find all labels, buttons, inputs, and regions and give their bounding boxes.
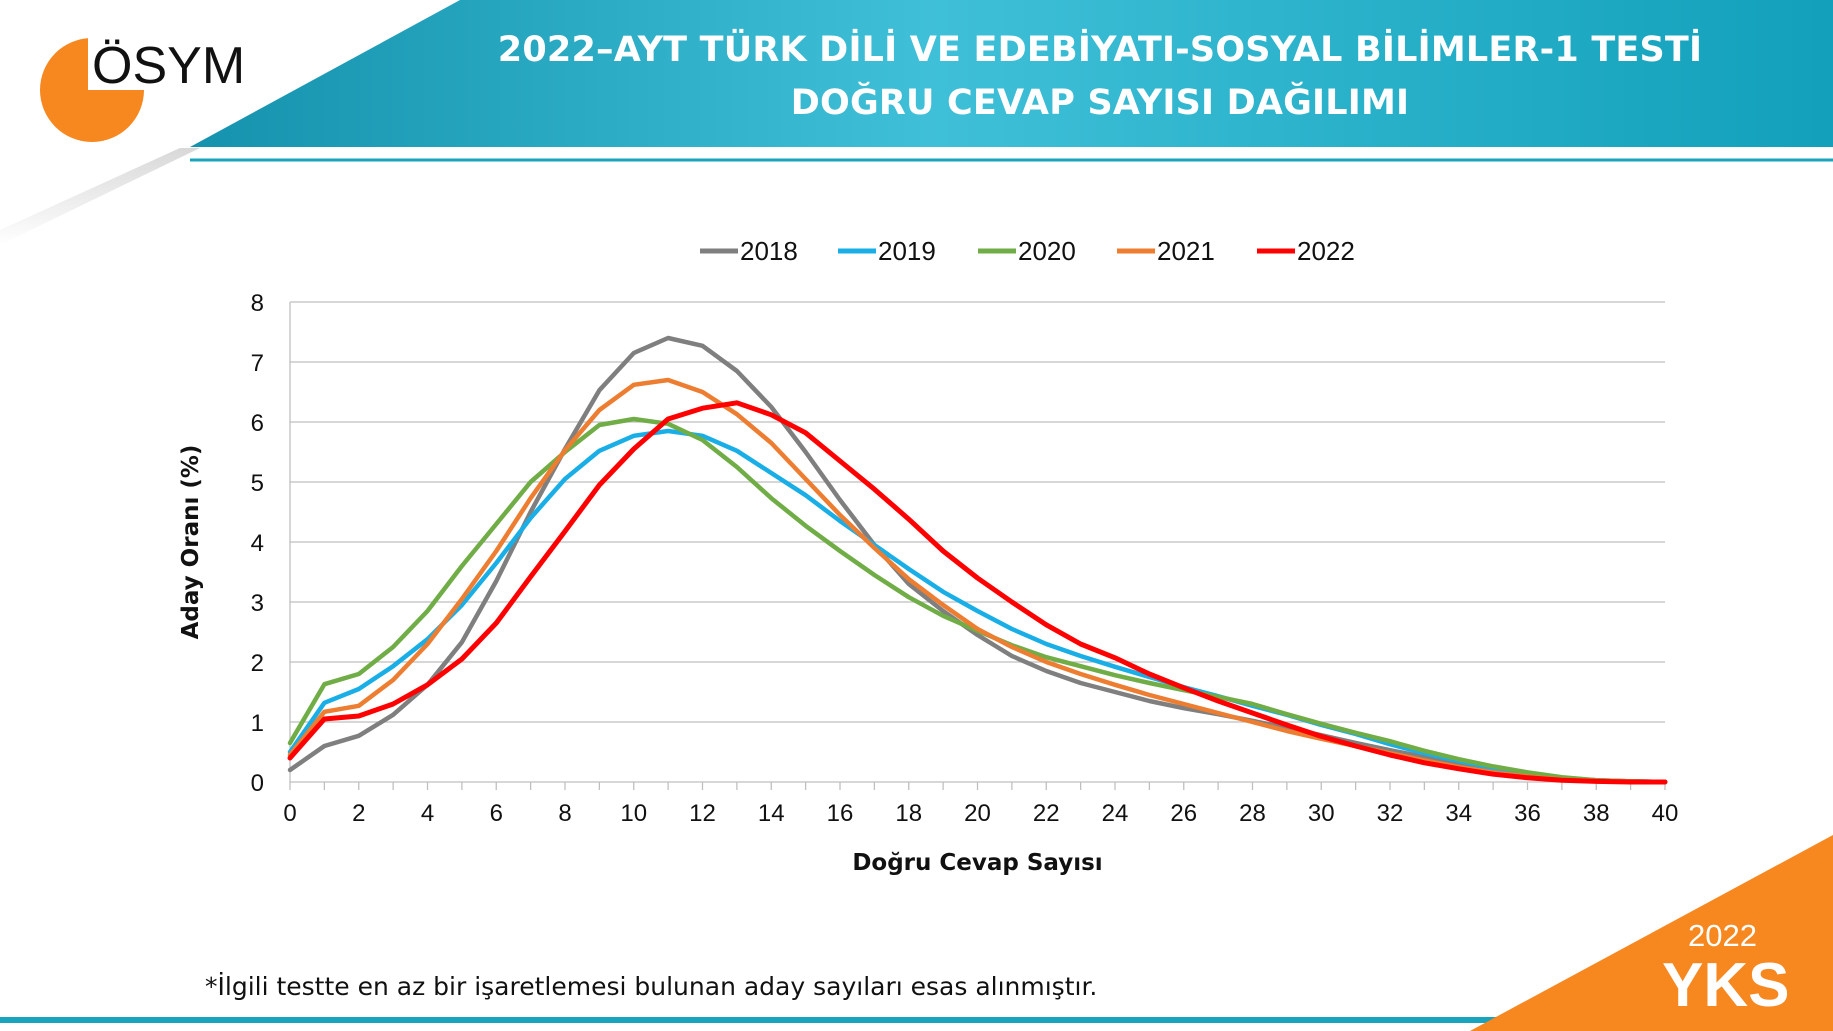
x-tick-label: 30 xyxy=(1308,800,1335,827)
x-tick-label: 34 xyxy=(1445,800,1472,827)
x-tick-label: 2 xyxy=(352,800,365,827)
yks-year: 2022 xyxy=(1688,918,1757,953)
y-tick-label: 0 xyxy=(251,770,264,797)
x-axis-title: Doğru Cevap Sayısı xyxy=(852,850,1102,876)
yks-corner xyxy=(1470,835,1833,1031)
y-axis-title: Aday Oranı (%) xyxy=(178,445,204,640)
series-line-2019 xyxy=(287,428,1668,785)
x-tick-label: 4 xyxy=(421,800,434,827)
logo-text: ÖSYM xyxy=(92,37,246,95)
x-tick-label: 38 xyxy=(1583,800,1610,827)
x-tick-label: 8 xyxy=(558,800,571,827)
y-tick-label: 4 xyxy=(251,530,264,557)
legend-label-2018: 2018 xyxy=(740,236,798,266)
y-tick-label: 3 xyxy=(251,590,264,617)
legend-label-2021: 2021 xyxy=(1157,236,1215,266)
x-tick-label: 32 xyxy=(1377,800,1404,827)
y-tick-label: 7 xyxy=(251,350,264,377)
page-title-line1: 2022–AYT TÜRK DİLİ VE EDEBİYATI-SOSYAL B… xyxy=(497,30,1703,70)
x-tick-label: 12 xyxy=(689,800,716,827)
footnote: *İlgili testte en az bir işaretlemesi bu… xyxy=(205,972,1098,1001)
x-tick-label: 0 xyxy=(283,800,296,827)
x-tick-label: 24 xyxy=(1102,800,1129,827)
x-tick-label: 22 xyxy=(1033,800,1060,827)
logo-notch xyxy=(88,38,148,90)
header-shadow xyxy=(0,148,200,245)
legend-label-2020: 2020 xyxy=(1018,236,1076,266)
x-tick-label: 14 xyxy=(758,800,785,827)
page-title-line2: DOĞRU CEVAP SAYISI DAĞILIMI xyxy=(790,83,1410,123)
y-tick-label: 6 xyxy=(251,410,264,437)
bottom-line xyxy=(0,1017,1833,1023)
x-tick-label: 26 xyxy=(1170,800,1197,827)
x-tick-label: 40 xyxy=(1652,800,1679,827)
y-tick-label: 2 xyxy=(251,650,264,677)
x-tick-label: 16 xyxy=(827,800,854,827)
y-tick-label: 1 xyxy=(251,710,264,737)
x-tick-label: 6 xyxy=(490,800,503,827)
legend-label-2019: 2019 xyxy=(878,236,936,266)
x-tick-label: 36 xyxy=(1514,800,1541,827)
series-line-2022 xyxy=(287,400,1668,785)
x-tick-label: 20 xyxy=(964,800,991,827)
yks-label: YKS xyxy=(1662,951,1790,1020)
x-tick-label: 28 xyxy=(1239,800,1266,827)
y-tick-label: 5 xyxy=(251,470,264,497)
x-tick-label: 10 xyxy=(620,800,647,827)
legend-label-2022: 2022 xyxy=(1297,236,1355,266)
series-line-2020 xyxy=(287,416,1668,785)
x-tick-label: 18 xyxy=(895,800,922,827)
y-tick-label: 8 xyxy=(251,290,264,317)
header-band xyxy=(190,0,1833,147)
